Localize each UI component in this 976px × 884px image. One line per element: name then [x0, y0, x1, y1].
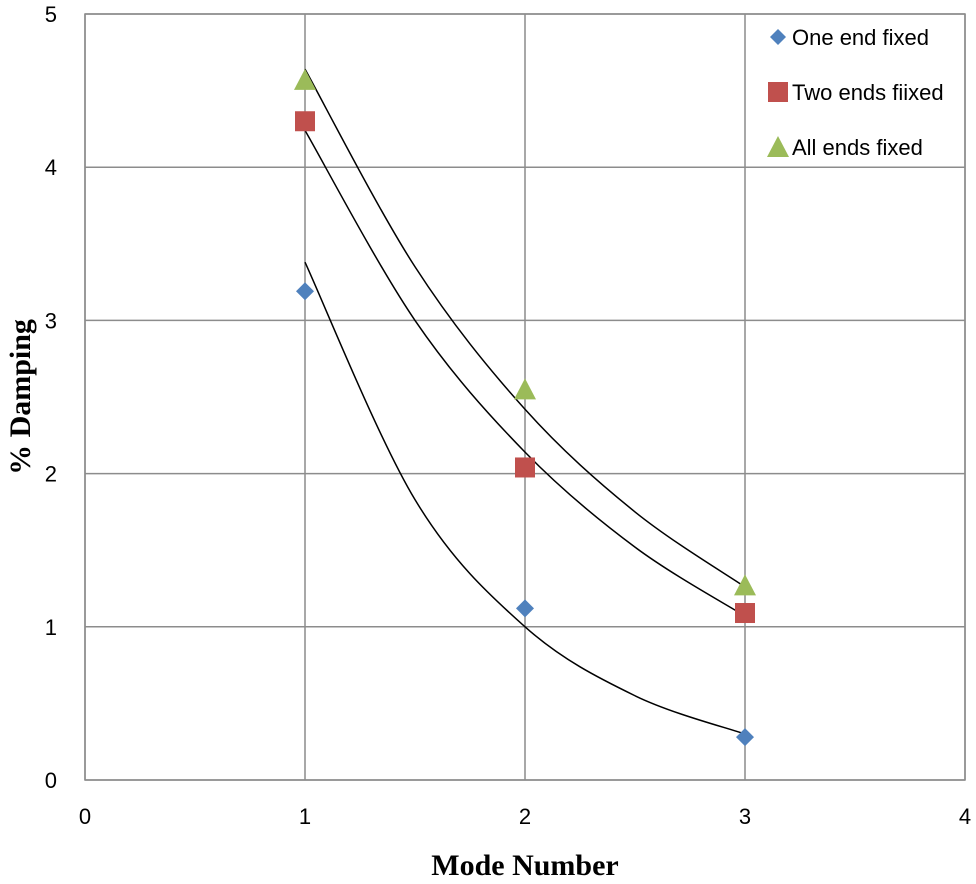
y-tick-label: 3 [45, 308, 57, 333]
data-point-triangle [294, 68, 316, 90]
trendlines [304, 68, 746, 735]
data-point-diamond [736, 728, 754, 747]
data-point-triangle [514, 378, 536, 400]
trendline [304, 130, 746, 617]
tick-labels: 0 1 2 3 4 0 1 2 3 4 5 [45, 2, 971, 829]
data-point-square [295, 111, 315, 132]
y-tick-label: 5 [45, 2, 57, 27]
trendline [304, 68, 746, 588]
legend-marker-diamond [770, 29, 786, 45]
x-tick-label: 4 [959, 804, 971, 829]
x-tick-label: 2 [519, 804, 531, 829]
legend: One end fixed Two ends fiixed All ends fix… [767, 25, 944, 160]
y-axis-title: % Damping [4, 319, 37, 475]
legend-marker-triangle [767, 136, 789, 157]
y-tick-label: 0 [45, 768, 57, 793]
legend-label: All ends fixed [792, 135, 923, 160]
data-point-diamond [296, 282, 314, 301]
y-tick-label: 2 [45, 462, 57, 487]
data-point-square [515, 457, 535, 478]
y-tick-label: 4 [45, 155, 57, 180]
x-tick-label: 3 [739, 804, 751, 829]
x-axis-title: Mode Number [431, 849, 618, 882]
x-tick-label: 0 [79, 804, 91, 829]
data-point-square [735, 603, 755, 624]
data-points [294, 68, 756, 747]
data-point-triangle [734, 574, 756, 596]
y-tick-label: 1 [45, 615, 57, 640]
legend-label: One end fixed [792, 25, 929, 50]
data-point-diamond [516, 599, 534, 618]
legend-marker-square [768, 82, 788, 102]
trendline [304, 261, 746, 735]
x-tick-label: 1 [299, 804, 311, 829]
plot-area-border [84, 13, 966, 781]
grid [84, 13, 966, 781]
legend-label: Two ends fiixed [792, 80, 944, 105]
